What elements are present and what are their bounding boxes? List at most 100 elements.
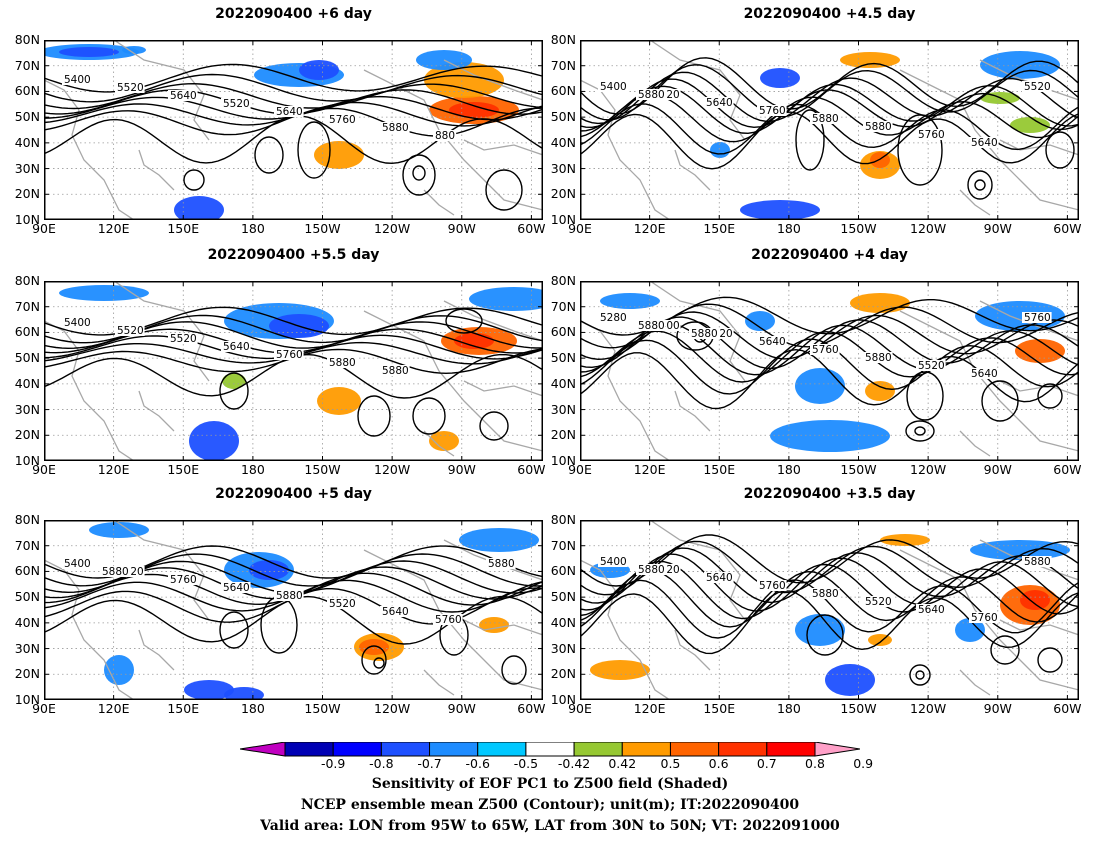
coastline	[899, 549, 1079, 691]
colorbar-over-triangle	[814, 742, 860, 757]
lon-tick-label: 180	[240, 221, 265, 236]
lon-tick-label: 90W	[447, 701, 476, 716]
contour-label: 5400	[600, 556, 627, 568]
colorbar-tick-label: 0.6	[708, 756, 729, 771]
lon-tick-label: 90W	[983, 462, 1012, 477]
contour-label-bg	[115, 566, 145, 577]
map-panel-4-day: 5280540055205640576058805520564057605880…	[580, 281, 1079, 461]
coastline	[979, 300, 1079, 342]
shaded-region	[1010, 117, 1050, 133]
lon-tick-label: 90W	[983, 221, 1012, 236]
coastline	[113, 281, 210, 382]
shaded-region	[825, 664, 875, 696]
contour-label-bg	[1022, 81, 1052, 92]
contour-label: 5640	[971, 368, 998, 380]
contour-label: 5880	[865, 352, 892, 364]
lon-tick-label: 150W	[304, 701, 341, 716]
lon-tick-label: 180	[776, 701, 801, 716]
contour-label-bg	[636, 564, 666, 575]
contour-label-bg	[168, 333, 198, 344]
colorbar-box	[380, 742, 431, 757]
contour-ring	[906, 371, 944, 421]
contour-label: 5640	[971, 137, 998, 149]
contour-label-bg	[62, 74, 92, 85]
contour-label-bg	[168, 90, 198, 101]
lat-tick-label: 60N	[14, 324, 40, 340]
plot-frame	[44, 40, 543, 220]
shaded-region	[970, 540, 1070, 560]
colorbar-tick-label: 0.8	[805, 756, 825, 771]
lat-tick-label: 30N	[14, 401, 40, 417]
colorbar-box	[525, 742, 575, 757]
axis-ticks	[44, 281, 543, 461]
contour-label-bg	[863, 352, 893, 363]
shaded-region	[840, 52, 900, 68]
contour-label-bg	[327, 598, 357, 609]
contour-line	[580, 534, 1079, 587]
lon-tick-label: 120E	[633, 221, 666, 236]
lon-tick-label: 90E	[32, 221, 56, 236]
contour-label: 5640	[170, 90, 197, 102]
map-panel-5-5-day: 5400 5520 5520 5640 5760 5880 5880	[44, 281, 543, 461]
map-panel-6-day: 5400 5520 5640 5520 5640 5760 5880 880	[44, 40, 543, 220]
contour-label: 5640	[223, 582, 250, 594]
shaded-region	[359, 639, 389, 655]
lon-tick-label: 60W	[1053, 221, 1082, 236]
contour-ring	[412, 397, 446, 435]
lon-tick-label: 120E	[633, 701, 666, 716]
lon-tick-label: 60W	[1053, 462, 1082, 477]
contour-label-bg	[598, 81, 628, 92]
lat-tick-label: 50N	[14, 350, 40, 366]
contour-line	[580, 111, 1079, 170]
shaded-region	[795, 368, 845, 404]
contour-label-bg	[62, 317, 92, 328]
coastline	[580, 559, 671, 700]
lon-tick-label: 180	[776, 221, 801, 236]
coastline	[580, 320, 671, 461]
coastline	[463, 139, 543, 156]
contour-label-bg	[274, 349, 304, 360]
lat-tick-label: 40N	[14, 375, 40, 391]
shaded-region	[479, 617, 509, 633]
contour-label-bg	[433, 130, 457, 141]
contour-label-bg	[757, 105, 787, 116]
colorbar-tick-label: 0.9	[853, 756, 874, 771]
contour-label: 5760	[276, 349, 303, 361]
contour-label: 5640	[706, 97, 733, 109]
colorbar-box	[429, 742, 479, 757]
contour-ring	[1037, 383, 1063, 409]
contour-line	[580, 348, 1079, 410]
contour-ring	[412, 165, 426, 181]
coastline	[443, 59, 543, 101]
coastline	[138, 629, 175, 671]
lat-tick-label: 80N	[550, 32, 576, 47]
lon-tick-label: 150E	[703, 701, 736, 716]
contour-label-bg	[863, 596, 893, 607]
contour-label: 5760	[329, 114, 356, 126]
coastline	[674, 390, 711, 432]
contour-label-bg	[380, 365, 410, 376]
contour-label: 5760	[759, 105, 786, 117]
plot-frame	[580, 520, 1079, 700]
shaded-region	[104, 655, 134, 685]
shaded-region	[1015, 339, 1065, 363]
contour-ring	[981, 380, 1019, 422]
contour-label-bg	[810, 344, 840, 355]
contour-label-bg	[168, 574, 198, 585]
lat-tick-label: 10N	[550, 453, 576, 468]
contour-label: 5640	[706, 572, 733, 584]
shaded-region	[770, 420, 890, 452]
contour-ring	[219, 372, 249, 410]
lat-tick-label: 80N	[550, 273, 576, 288]
plot-frame	[580, 281, 1079, 461]
coastline	[44, 79, 135, 220]
coastline	[423, 669, 455, 696]
contour-label-bg	[380, 606, 410, 617]
lat-tick-label: 40N	[550, 134, 576, 150]
axis-ticks	[580, 40, 1079, 220]
lat-tick-label: 80N	[14, 273, 40, 288]
contour-label-bg	[704, 328, 734, 339]
